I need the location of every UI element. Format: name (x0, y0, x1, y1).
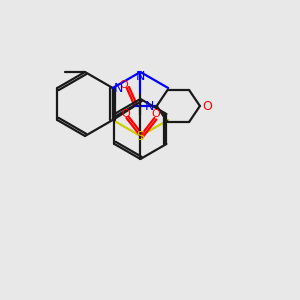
Text: O: O (151, 109, 160, 119)
Text: N: N (114, 82, 123, 94)
Text: O: O (119, 80, 128, 90)
Text: N: N (136, 70, 145, 83)
Text: S: S (136, 130, 144, 142)
Text: N: N (145, 100, 154, 112)
Text: O: O (202, 100, 212, 112)
Text: O: O (121, 109, 130, 119)
